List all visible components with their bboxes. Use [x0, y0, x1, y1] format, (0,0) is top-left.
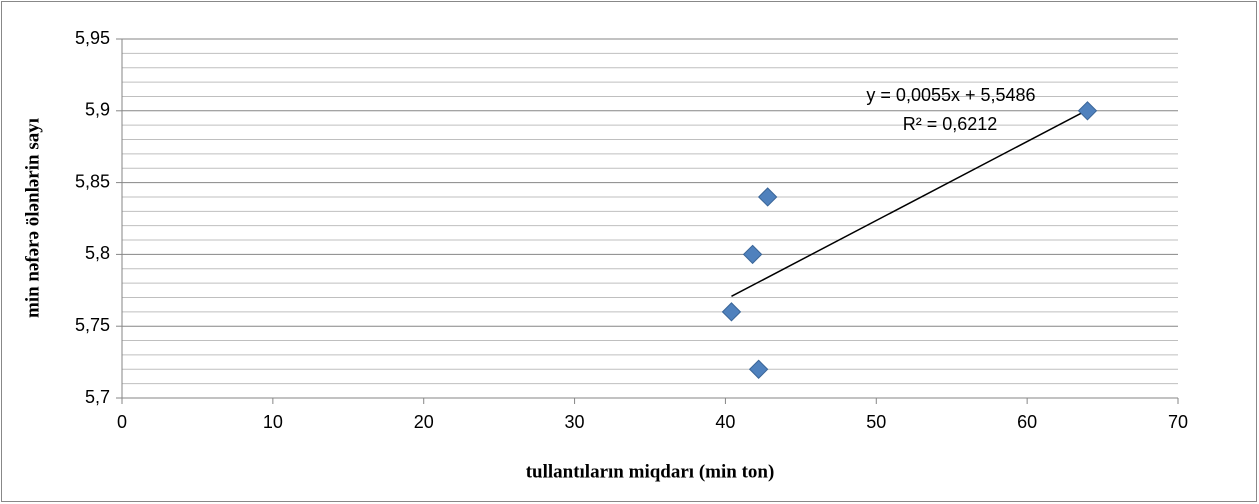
scatter-point	[748, 359, 769, 379]
y-tick-label: 5,85	[75, 171, 110, 191]
scatter-point	[757, 187, 778, 207]
x-tick-label: 30	[565, 412, 585, 432]
y-tick-label: 5,9	[85, 100, 110, 120]
trendline-equation: y = 0,0055x + 5,5486	[866, 85, 1035, 105]
y-tick-label: 5,95	[75, 28, 110, 48]
scatter-point	[1077, 101, 1098, 121]
x-tick-label: 60	[1017, 412, 1037, 432]
scatter-point	[742, 244, 763, 265]
scatter-point	[721, 302, 742, 322]
x-axis-title: tullantıların miqdarı (min ton)	[526, 461, 775, 482]
y-tick-label: 5,7	[85, 387, 110, 407]
x-tick-label: 20	[414, 412, 434, 432]
y-axis-title: min nəfərə ölənlərin sayı	[22, 118, 43, 318]
y-tick-label: 5,75	[75, 315, 110, 335]
x-tick-label: 40	[715, 412, 735, 432]
y-tick-label: 5,8	[85, 243, 110, 263]
trendline	[731, 109, 1088, 297]
x-tick-label: 70	[1168, 412, 1188, 432]
x-tick-label: 0	[117, 412, 127, 432]
x-tick-label: 50	[866, 412, 886, 432]
trendline-r2: R² = 0,6212	[903, 114, 998, 134]
x-tick-label: 10	[263, 412, 283, 432]
